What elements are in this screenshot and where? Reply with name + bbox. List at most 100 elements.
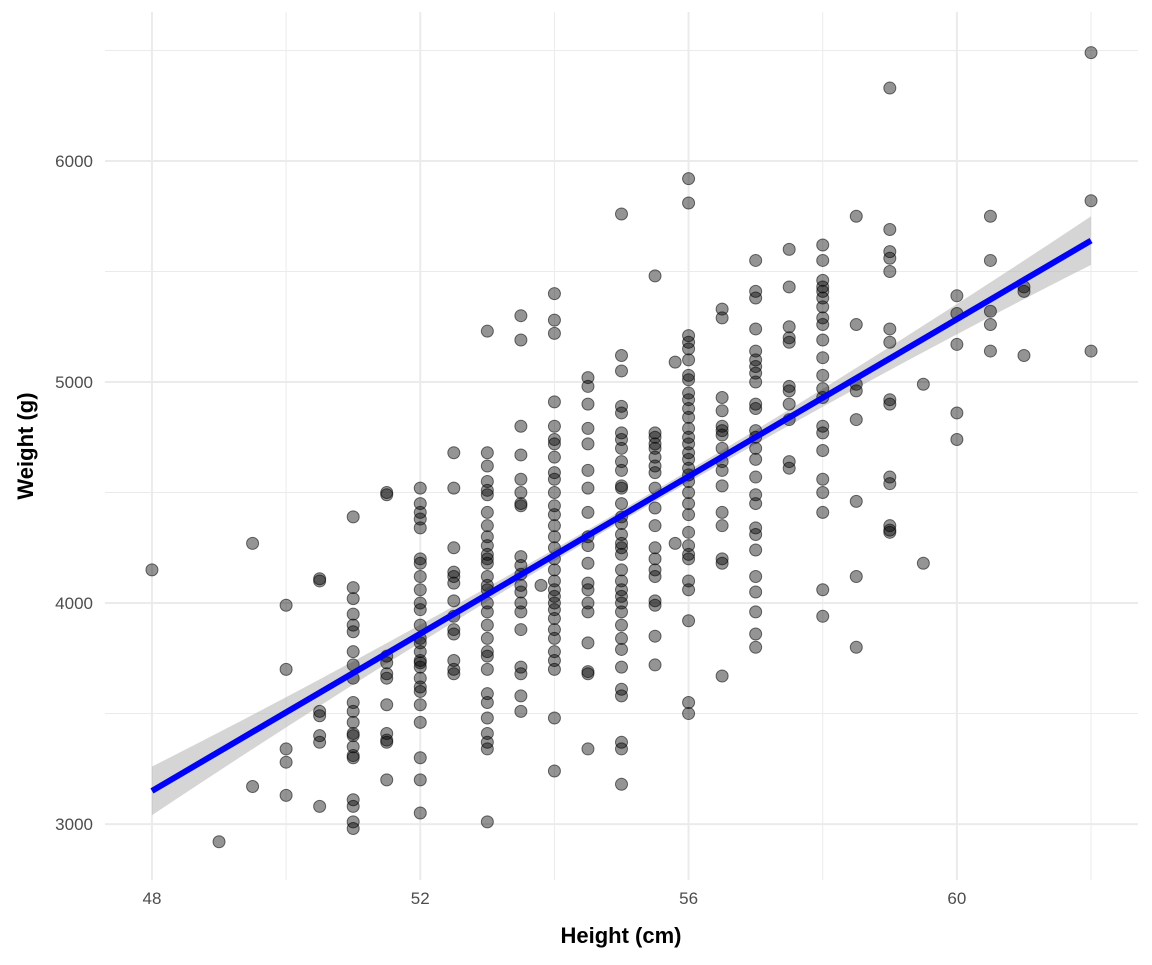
data-point: [749, 452, 763, 466]
data-point: [849, 413, 863, 427]
data-point: [615, 605, 628, 619]
data-point: [346, 510, 360, 524]
data-point: [413, 773, 427, 787]
data-point: [648, 629, 662, 643]
data-point: [447, 541, 461, 555]
data-point: [581, 605, 595, 619]
data-point: [346, 607, 360, 621]
data-point: [1084, 344, 1098, 358]
data-point: [749, 344, 763, 358]
data-point: [615, 497, 628, 511]
data-point: [648, 450, 662, 464]
data-point: [615, 660, 628, 674]
data-point: [380, 773, 394, 787]
data-point: [883, 393, 897, 407]
x-tick-label: 60: [947, 889, 966, 908]
data-point: [547, 631, 561, 645]
data-point: [682, 583, 696, 597]
data-point: [749, 253, 763, 267]
data-point: [682, 368, 696, 382]
data-point: [1084, 46, 1098, 60]
data-point: [346, 815, 360, 829]
data-point: [648, 570, 662, 584]
data-point: [749, 497, 763, 511]
data-point: [983, 209, 997, 223]
data-point: [782, 331, 796, 345]
data-points: [145, 46, 1098, 849]
data-point: [447, 446, 461, 460]
data-point: [346, 799, 360, 813]
data-point: [816, 505, 830, 519]
data-point: [447, 627, 461, 641]
data-point: [682, 421, 696, 435]
data-point: [480, 631, 494, 645]
data-point: [380, 726, 394, 740]
axis-ticks: 48 52 56 60 3000 4000 5000 6000: [55, 152, 966, 908]
data-point: [413, 505, 427, 519]
data-point: [615, 406, 628, 420]
data-point: [581, 421, 595, 435]
data-point: [380, 698, 394, 712]
data-point: [983, 318, 997, 332]
data-point: [950, 432, 964, 446]
data-point: [749, 397, 763, 411]
data-point: [514, 596, 528, 610]
data-point: [715, 669, 729, 683]
data-point: [547, 499, 561, 513]
data-point: [682, 486, 696, 500]
data-point: [413, 656, 427, 670]
data-point: [547, 563, 561, 577]
data-point: [480, 742, 494, 756]
data-point: [615, 455, 628, 469]
data-point: [346, 715, 360, 729]
x-tick-label: 52: [411, 889, 430, 908]
data-point: [514, 667, 528, 681]
data-point: [413, 570, 427, 584]
data-point: [849, 318, 863, 332]
data-point: [581, 505, 595, 519]
data-point: [581, 463, 595, 477]
data-point: [749, 543, 763, 557]
data-point: [749, 360, 763, 374]
data-point: [682, 373, 696, 387]
data-point: [615, 563, 628, 577]
data-point: [581, 576, 595, 590]
data-point: [615, 682, 628, 696]
data-point: [682, 508, 696, 522]
data-point: [749, 366, 763, 380]
grid-lines: [105, 12, 1138, 880]
data-point: [547, 574, 561, 588]
data-point: [983, 253, 997, 267]
data-point: [380, 488, 394, 502]
data-point: [514, 578, 528, 592]
data-point: [547, 508, 561, 522]
data-point: [615, 364, 628, 378]
data-point: [246, 780, 260, 794]
data-point: [682, 539, 696, 553]
data-point: [413, 671, 427, 685]
data-point: [715, 552, 729, 566]
data-point: [581, 636, 595, 650]
data-point: [480, 530, 494, 544]
data-point: [749, 291, 763, 305]
data-point: [682, 707, 696, 721]
data-point: [648, 552, 662, 566]
data-point: [413, 698, 427, 712]
data-point: [682, 329, 696, 343]
data-point: [1017, 348, 1031, 362]
x-axis-title: Height (cm): [561, 923, 682, 948]
data-point: [715, 404, 729, 418]
y-axis-title: Weight (g): [13, 392, 38, 499]
y-tick-label: 6000: [55, 152, 93, 171]
data-point: [346, 696, 360, 710]
data-point: [413, 751, 427, 765]
data-point: [480, 446, 494, 460]
data-point: [715, 463, 729, 477]
data-point: [615, 777, 628, 791]
data-point: [514, 472, 528, 486]
data-point: [648, 459, 662, 473]
data-point: [816, 351, 830, 365]
data-point: [480, 618, 494, 632]
data-point: [413, 645, 427, 659]
